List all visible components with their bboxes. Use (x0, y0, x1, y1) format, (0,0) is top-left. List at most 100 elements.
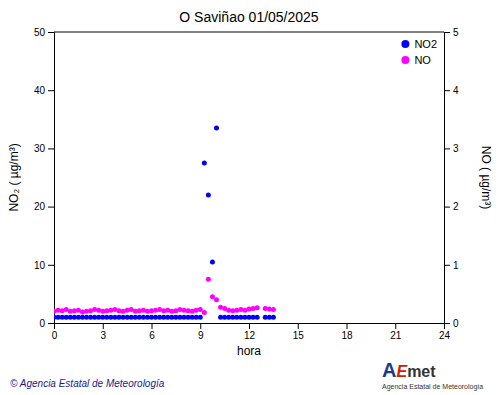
tick-label: 18 (341, 330, 353, 341)
tick-mark (200, 323, 201, 329)
title: O Saviñao 01/05/2025 (179, 9, 319, 25)
tick: 20 (34, 201, 54, 212)
tick: 0 (444, 318, 459, 329)
point (255, 305, 260, 310)
tick: 12 (244, 323, 256, 341)
tick-mark (48, 32, 54, 33)
tick: 0 (52, 323, 58, 341)
tick-mark (444, 323, 450, 324)
point (202, 310, 207, 315)
legend-label: NO2 (414, 38, 437, 50)
series (54, 126, 276, 320)
tick-mark (48, 323, 54, 324)
tick-label: 3 (100, 330, 106, 341)
tick: 15 (293, 323, 305, 341)
tick: 0 (39, 318, 54, 329)
tick-mark (103, 323, 104, 329)
tick: 21 (390, 323, 402, 341)
tick-label: 15 (293, 330, 305, 341)
tick: 30 (34, 143, 54, 154)
tick-mark (444, 32, 450, 33)
copyright: © Agencia Estatal de Meteorología (10, 378, 165, 389)
tick-mark (48, 207, 54, 208)
tick: 24 (439, 323, 451, 341)
legend-item: NO (401, 54, 431, 66)
tick-label: 0 (39, 318, 45, 329)
axis-line (55, 324, 445, 330)
tick-label: 30 (34, 143, 46, 154)
tick: 50 (34, 27, 54, 38)
point (210, 259, 215, 264)
tick: 5 (444, 27, 459, 38)
point (198, 307, 203, 312)
tick-label: 5 (453, 27, 459, 38)
tick-mark (249, 323, 250, 329)
y2-axis-title: NO ( µg/m³) (479, 146, 493, 210)
tick: 40 (34, 85, 54, 96)
tick-mark (444, 207, 450, 208)
tick-label: 1 (453, 260, 459, 271)
tick-label: 6 (149, 330, 155, 341)
tick-label: 24 (439, 330, 451, 341)
series (54, 277, 276, 315)
axis-line (445, 33, 451, 324)
chart: 0369121518212401020304050012345horaNO₂ (… (0, 0, 500, 395)
tick: 18 (341, 323, 353, 341)
point (198, 315, 203, 320)
plot: 0369121518212401020304050012345horaNO₂ (… (7, 27, 493, 358)
tick-mark (298, 323, 299, 329)
tick-mark (48, 265, 54, 266)
tick-mark (395, 323, 396, 329)
point (206, 277, 211, 282)
tick-mark (48, 148, 54, 149)
tick-label: 50 (34, 27, 46, 38)
tick-mark (152, 323, 153, 329)
frame-line (54, 32, 444, 33)
legend-swatch (401, 40, 409, 48)
tick-mark (347, 323, 348, 329)
point (210, 294, 215, 299)
tick-label: 4 (453, 85, 459, 96)
tick-label: 12 (244, 330, 256, 341)
tick: 4 (444, 85, 459, 96)
tick: 10 (34, 260, 54, 271)
tick-label: 20 (34, 201, 46, 212)
point (271, 315, 276, 320)
logo-caption: Agencia Estatal de Meteorología (382, 383, 483, 391)
axis-line (48, 33, 55, 324)
tick-label: 3 (453, 143, 459, 154)
tick-label: 40 (34, 85, 46, 96)
legend-label: NO (414, 54, 431, 66)
point (202, 160, 207, 165)
tick-label: 21 (390, 330, 402, 341)
legend-item: NO2 (401, 38, 437, 50)
logo-letter: A (382, 359, 396, 381)
logo: AEmet (382, 359, 436, 381)
y2-axis: 0 1 2 3 4 5 (444, 27, 459, 329)
tick: 1 (444, 260, 459, 271)
y-axis: 0 10 20 30 40 50 (34, 27, 55, 329)
tick-label: 0 (52, 330, 58, 341)
point (271, 307, 276, 312)
tick-mark (444, 265, 450, 266)
marks (54, 126, 276, 320)
legend-swatch (401, 56, 409, 64)
tick-label: 9 (198, 330, 204, 341)
point (206, 192, 211, 197)
tick: 6 (149, 323, 155, 341)
point (214, 297, 219, 302)
tick-mark (444, 90, 450, 91)
tick: 3 (100, 323, 106, 341)
point (255, 315, 260, 320)
tick: 2 (444, 201, 459, 212)
tick-label: 10 (34, 260, 46, 271)
y-axis-title: NO₂ ( µg/m³) (7, 143, 21, 211)
tick: 3 (444, 143, 459, 154)
tick-mark (48, 90, 54, 91)
tick-mark (444, 148, 450, 149)
tick: 9 (198, 323, 204, 341)
tick-label: 2 (453, 201, 459, 212)
logo-word: met (407, 363, 436, 380)
tick-label: 0 (453, 318, 459, 329)
x-axis: 0 3 6 9 12 15 18 21 24 (52, 323, 451, 341)
